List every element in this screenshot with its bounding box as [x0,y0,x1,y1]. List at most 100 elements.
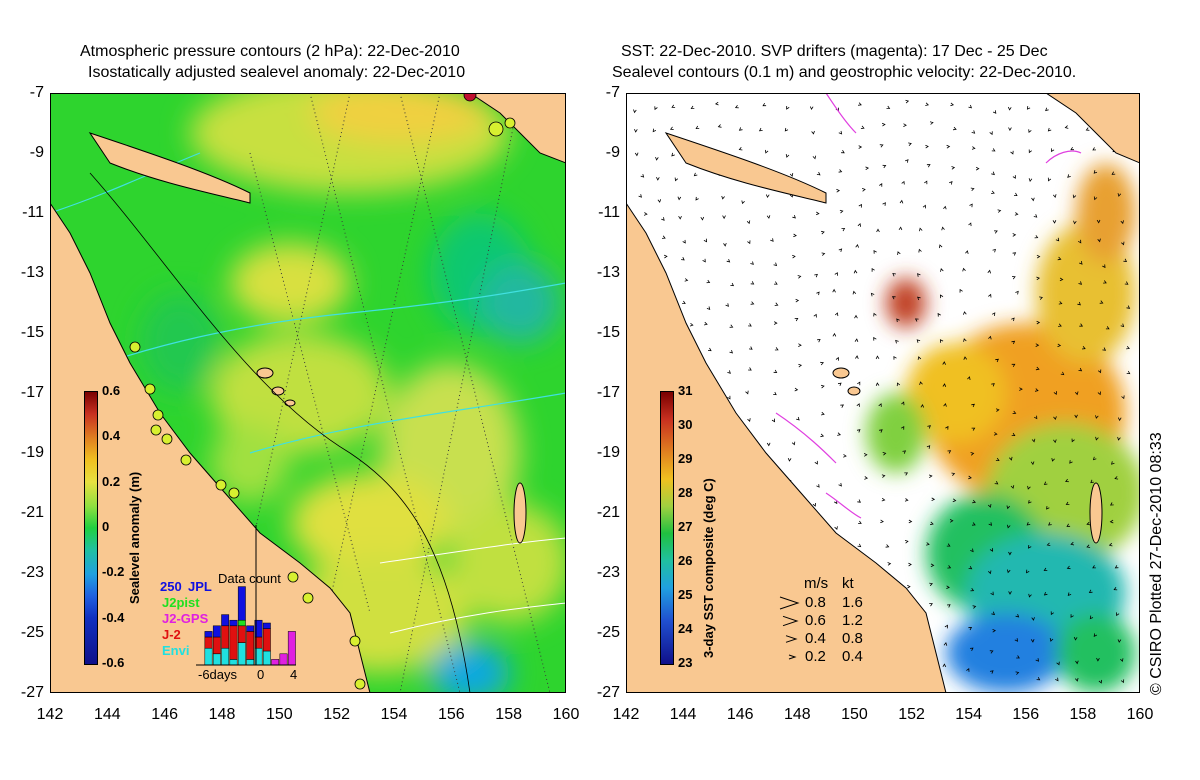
velocity-arrow [700,216,705,221]
velocity-arrow [1073,220,1077,225]
velocity-arrow [1035,343,1040,347]
velocity-arrow [930,521,934,526]
velocity-arrow [1124,281,1129,285]
velocity-arrow [838,482,842,487]
velocity-arrow [729,324,734,328]
velocity-arrow [988,522,993,526]
velocity-arrow [1092,456,1097,461]
velocity-arrow [839,209,844,214]
inset-bar-j-2 [212,636,221,655]
velocity-arrow [1058,301,1063,305]
velocity-arrow [854,314,858,319]
velocity-arrow [721,195,725,200]
velocity-arrow [908,142,912,146]
velocity-arrow [928,474,933,479]
velocity-arrow [901,425,905,430]
velocity-arrow [990,591,994,596]
velocity-arrow [656,177,660,181]
velocity-arrow [991,383,995,387]
velocity-arrow [730,282,735,287]
velocity-arrow [655,156,659,161]
velocity-arrow [1010,485,1015,489]
velocity-arrow [1088,589,1093,593]
velocity-arrow [843,454,847,458]
velocity-arrow [893,355,897,360]
velocity-arrow [1034,388,1039,392]
right-lon-label: 158 [1069,706,1097,723]
velocity-arrow [1113,587,1118,591]
right-lat-label: -7 [605,84,620,101]
velocity-arrow [971,427,976,431]
sst-colorbar-tick-label: 26 [678,553,693,568]
velocity-arrow [1026,569,1030,574]
velocity-arrow [766,442,771,447]
velocity-arrow [812,502,816,507]
velocity-legend-kt: 0.8 [842,630,863,647]
velocity-arrow [1074,391,1079,396]
velocity-arrow [707,347,712,352]
velocity-arrow [1014,638,1018,642]
velocity-arrow [856,429,861,433]
velocity-arrow [726,258,731,263]
velocity-arrow [1078,281,1082,285]
sst-colorbar-tick-label: 23 [678,655,693,670]
velocity-arrow [793,233,797,238]
velocity-arrow [1039,296,1043,300]
inset-legend-entry: J2-GPS [162,611,209,626]
velocity-arrow [943,402,947,407]
velocity-arrow [1065,478,1069,483]
velocity-arrow [747,240,751,245]
velocity-arrow [784,127,789,132]
velocity-arrow [1026,106,1031,110]
velocity-arrow [1016,655,1020,659]
velocity-arrow [1008,127,1012,132]
velocity-arrow [1090,479,1094,484]
velocity-arrow [991,190,995,194]
velocity-arrow [1028,500,1032,504]
velocity-arrow [939,339,944,343]
sst-colorbar [660,391,674,665]
sst-colorbar-tick-label: 30 [678,417,693,432]
velocity-arrow [989,131,993,136]
velocity-arrow [1098,679,1102,684]
right-lon-label: 144 [669,706,697,723]
velocity-arrow [968,222,972,227]
velocity-arrow [959,288,963,293]
velocity-arrow [1028,129,1032,133]
velocity-arrow [837,382,842,387]
velocity-arrow [1065,501,1070,505]
velocity-arrow [1036,254,1041,259]
velocity-arrow [858,203,862,208]
velocity-arrow [1043,567,1048,571]
velocity-arrow [1120,323,1125,328]
sealevel-colorbar-tick-label: 0.4 [102,428,121,444]
left-lon-label: 152 [323,706,350,723]
velocity-arrow [725,303,729,307]
inset-bar-envi [262,650,271,666]
velocity-arrow [682,300,686,304]
velocity-arrow [878,403,882,407]
velocity-arrow [834,312,839,317]
velocity-arrow [1011,432,1016,436]
velocity-arrow [987,504,992,508]
velocity-arrow [970,187,975,191]
velocity-arrow [1049,638,1054,642]
velocity-arrow [971,146,976,150]
velocity-arrow [864,476,869,480]
velocity-arrow [1120,220,1124,225]
plot-credit: © CSIRO Plotted 27-Dec-2010 08:33 [1148,432,1165,695]
right-lon-label: 156 [1012,706,1040,723]
velocity-arrow [1015,290,1019,295]
velocity-arrow [794,387,799,392]
velocity-arrow [952,498,957,503]
velocity-arrow [841,227,846,232]
velocity-arrow [682,239,686,244]
velocity-arrow [643,212,648,216]
velocity-arrow [762,102,767,107]
velocity-arrow [821,252,826,256]
velocity-arrow [748,323,752,327]
velocity-arrow [925,102,930,106]
velocity-arrow [695,125,700,130]
right-lat-label: -15 [596,324,620,341]
velocity-arrow [939,294,944,299]
